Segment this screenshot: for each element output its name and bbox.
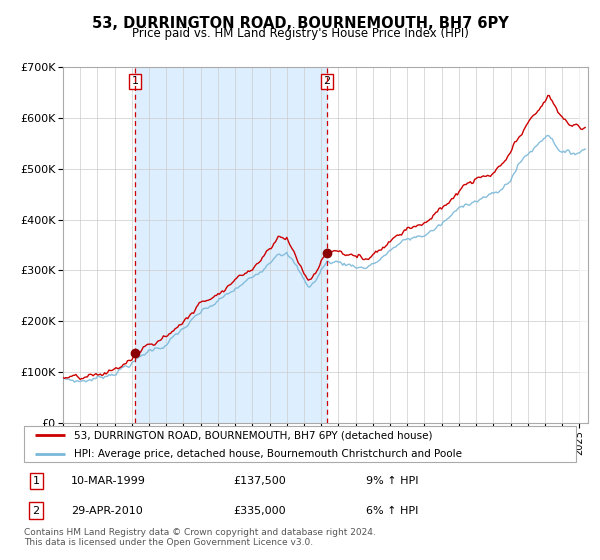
Text: 53, DURRINGTON ROAD, BOURNEMOUTH, BH7 6PY (detached house): 53, DURRINGTON ROAD, BOURNEMOUTH, BH7 6P… xyxy=(74,431,432,440)
Bar xyxy=(135,67,327,423)
Bar xyxy=(580,67,588,423)
Text: 2: 2 xyxy=(32,506,40,516)
Text: 1: 1 xyxy=(131,76,139,86)
Text: £335,000: £335,000 xyxy=(234,506,286,516)
Text: 10-MAR-1999: 10-MAR-1999 xyxy=(71,476,146,486)
Text: 1: 1 xyxy=(32,476,40,486)
Text: HPI: Average price, detached house, Bournemouth Christchurch and Poole: HPI: Average price, detached house, Bour… xyxy=(74,449,461,459)
Text: 53, DURRINGTON ROAD, BOURNEMOUTH, BH7 6PY: 53, DURRINGTON ROAD, BOURNEMOUTH, BH7 6P… xyxy=(92,16,508,31)
Text: 6% ↑ HPI: 6% ↑ HPI xyxy=(366,506,419,516)
Text: Price paid vs. HM Land Registry's House Price Index (HPI): Price paid vs. HM Land Registry's House … xyxy=(131,27,469,40)
Text: This data is licensed under the Open Government Licence v3.0.: This data is licensed under the Open Gov… xyxy=(24,538,313,547)
Text: 9% ↑ HPI: 9% ↑ HPI xyxy=(366,476,419,486)
Text: Contains HM Land Registry data © Crown copyright and database right 2024.: Contains HM Land Registry data © Crown c… xyxy=(24,528,376,536)
Text: 2: 2 xyxy=(323,76,331,86)
Text: 29-APR-2010: 29-APR-2010 xyxy=(71,506,143,516)
Text: £137,500: £137,500 xyxy=(234,476,287,486)
